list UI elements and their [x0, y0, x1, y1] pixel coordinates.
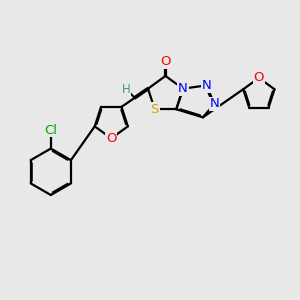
- Text: N: N: [210, 97, 219, 110]
- Text: O: O: [160, 55, 171, 68]
- Text: O: O: [254, 71, 264, 84]
- Text: N: N: [201, 79, 211, 92]
- Text: N: N: [178, 82, 188, 95]
- Text: S: S: [151, 103, 159, 116]
- Text: Cl: Cl: [44, 124, 57, 137]
- Text: H: H: [122, 82, 130, 96]
- Text: N: N: [178, 82, 188, 95]
- Text: O: O: [106, 132, 116, 145]
